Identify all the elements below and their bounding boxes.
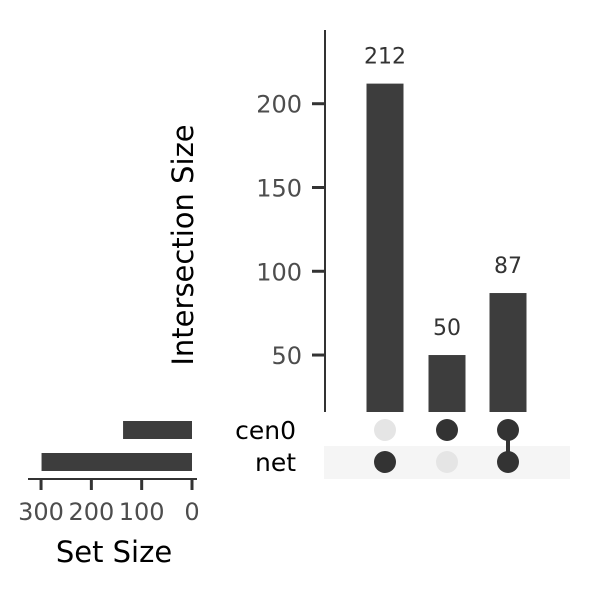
matrix-dot-inactive [374,419,396,441]
y-tick-label: 50 [271,342,302,370]
set-label: net [255,448,296,477]
intersection-bar [428,355,466,412]
intersection-bar [489,293,527,412]
matrix-dot-active [374,451,396,473]
set-labels: cen0 net [235,416,296,477]
intersection-bar-labels: 212 50 87 [364,45,522,341]
membership-matrix [374,419,519,473]
matrix-dot-active [497,451,519,473]
set-size-bar [41,453,192,471]
intersection-bar-label: 50 [433,316,461,341]
set-label: cen0 [235,416,296,445]
set-size-bars [41,421,192,471]
y-tick-label: 100 [256,258,302,286]
intersection-bars [366,83,527,412]
x-tick-label: 300 [18,498,64,526]
y-tick-label: 150 [256,174,302,202]
y-tick-label: 200 [256,91,302,119]
set-size-axis-title: Set Size [56,535,172,569]
intersection-bar-label: 87 [494,254,522,279]
x-tick-label: 0 [184,498,199,526]
set-size-bar [123,421,192,439]
x-tick-label: 100 [119,498,165,526]
intersection-bar-label: 212 [364,45,406,70]
x-tick-label: 200 [68,498,114,526]
set-size-x-ticks: 300 200 100 0 [18,479,200,526]
matrix-dot-inactive [436,451,458,473]
intersection-bar [366,83,404,412]
intersection-y-axis-title: Intersection Size [166,124,200,365]
matrix-dot-active [497,419,519,441]
matrix-dot-active [436,419,458,441]
intersection-y-ticks: 50 100 150 200 [256,91,325,370]
